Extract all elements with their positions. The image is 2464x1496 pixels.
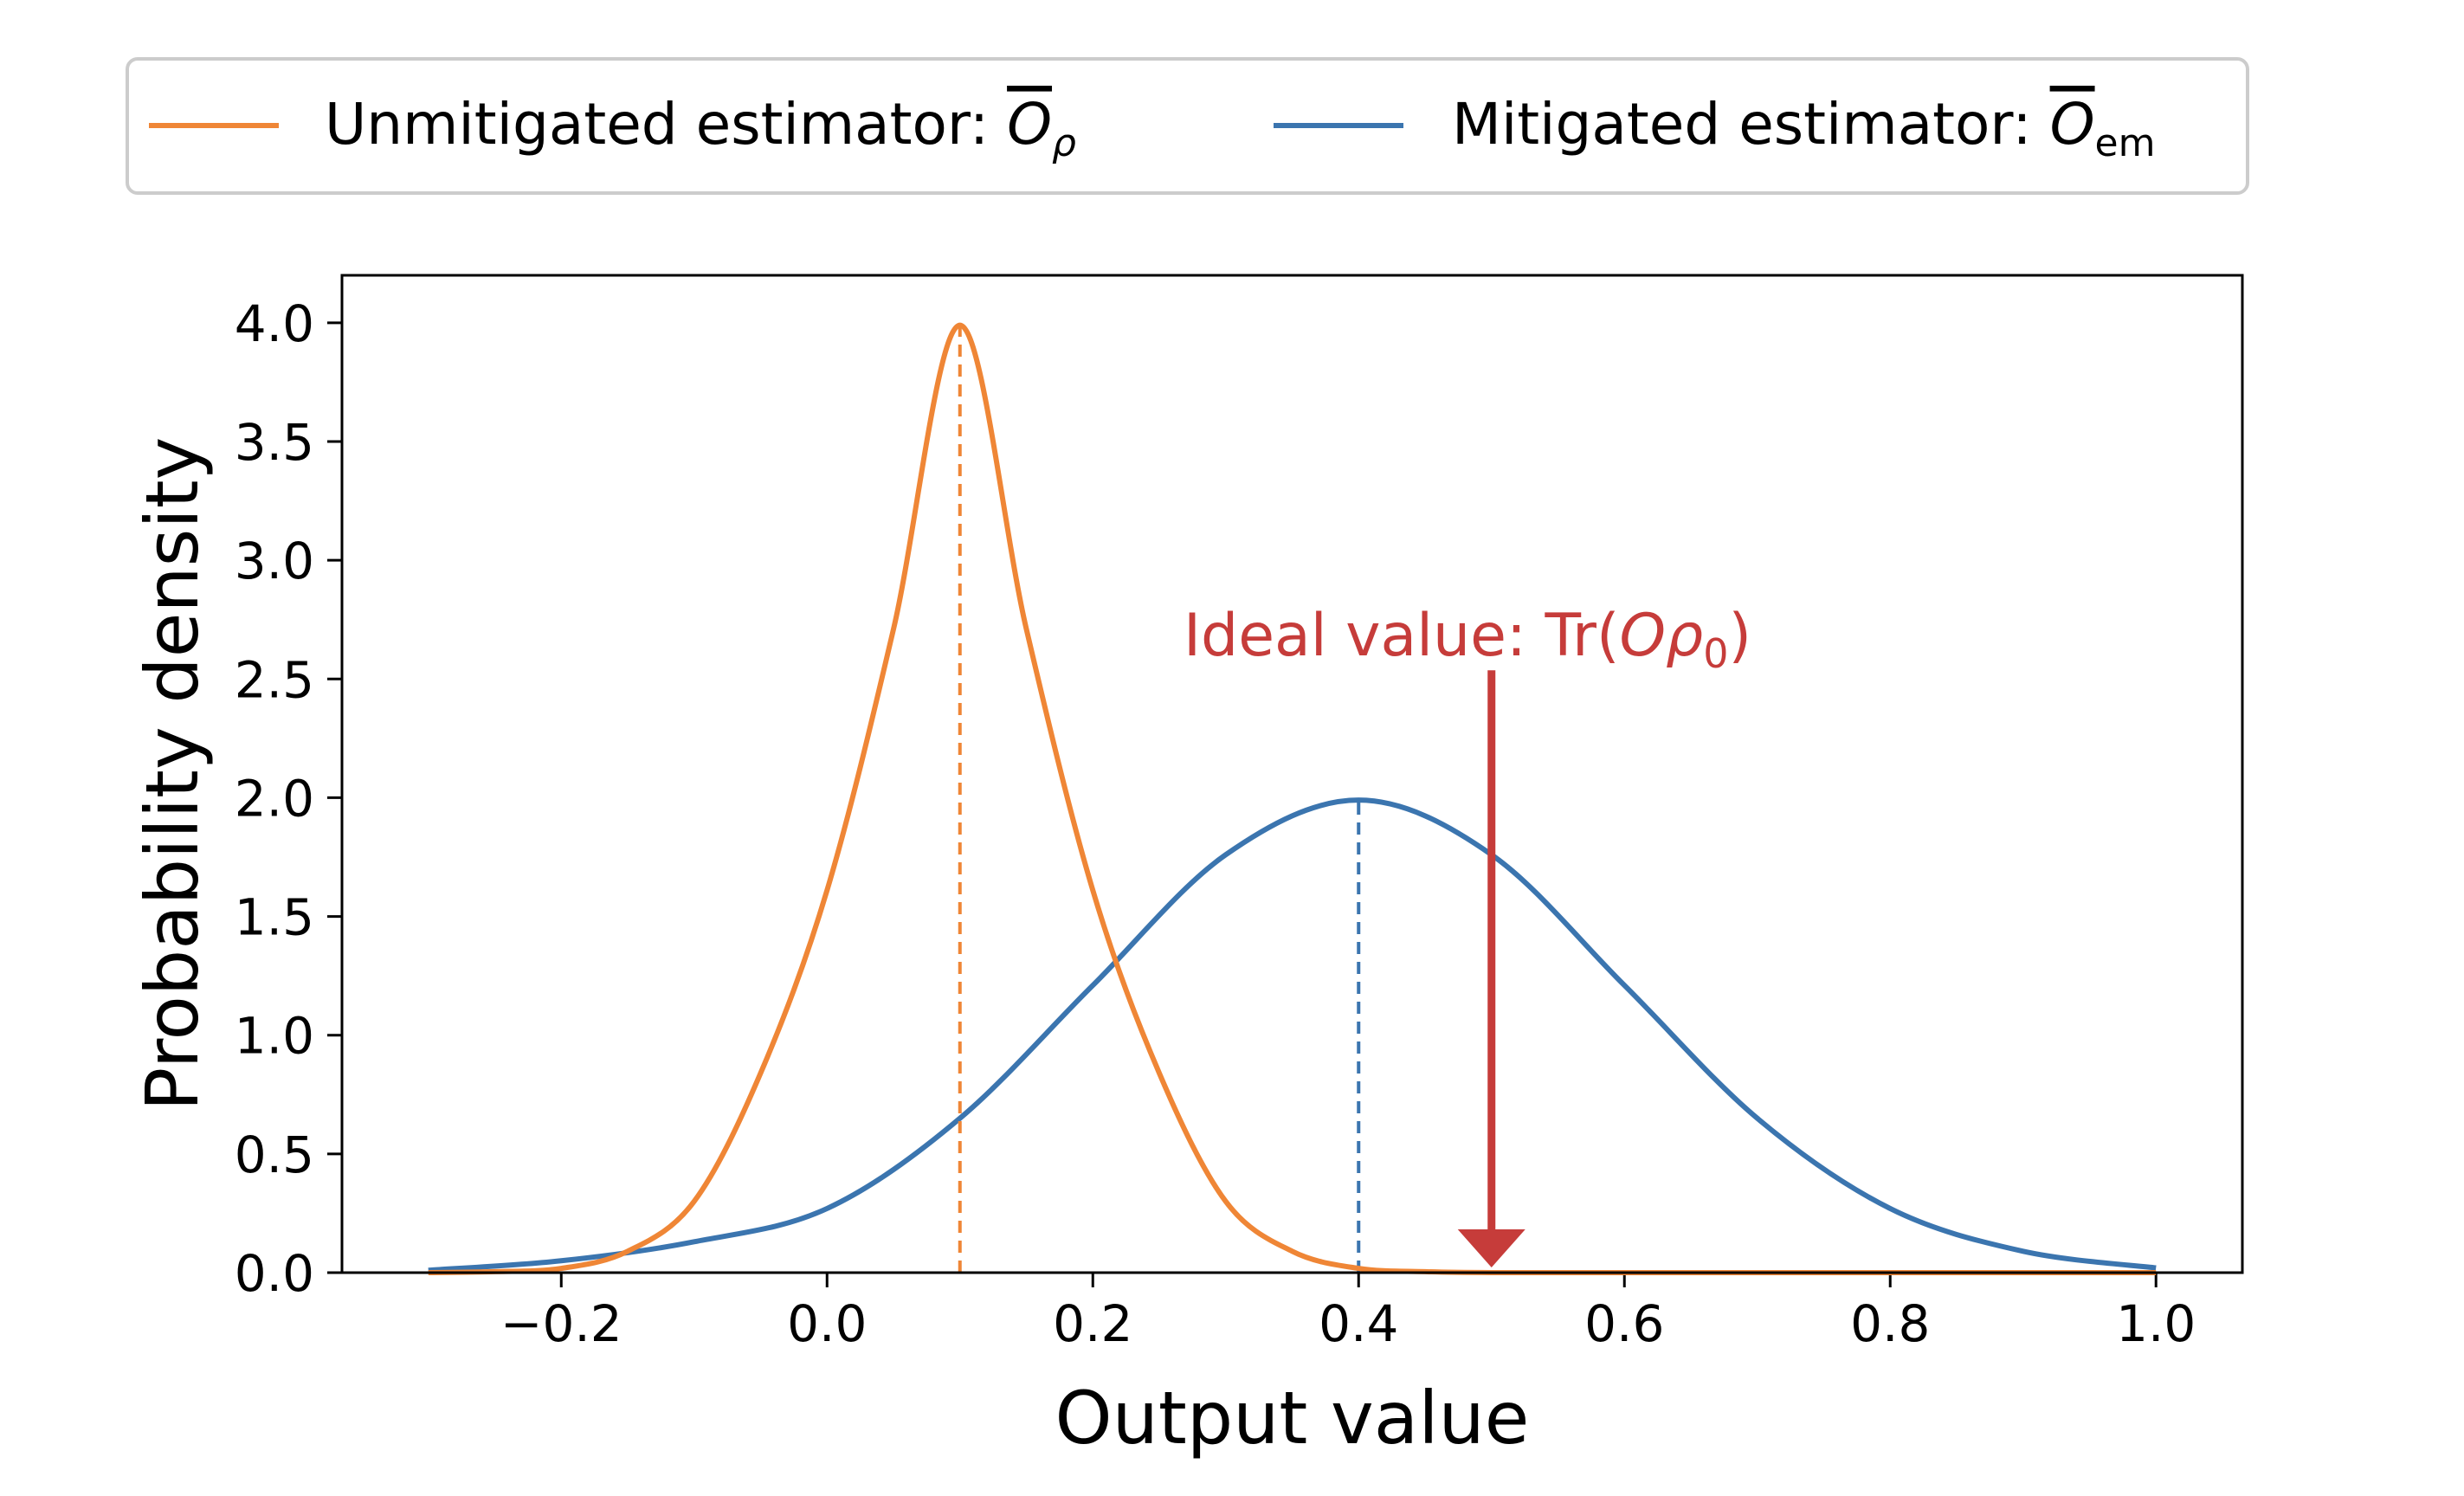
y-tick-label: 1.5 <box>235 888 314 947</box>
x-tick-label: 0.0 <box>787 1294 867 1353</box>
x-axis-label: Output value <box>1055 1376 1530 1461</box>
axis-ticks: −0.2 0.0 0.2 0.4 0.6 0.8 1.0 0.0 0.5 1.0 1.5 2.0 2.5… <box>235 294 2196 1353</box>
legend-label-symbol: O <box>2050 91 2095 158</box>
x-tick-label: 0.2 <box>1053 1294 1132 1353</box>
y-tick-label: 0.5 <box>235 1125 314 1184</box>
legend-label-subscript: ρ <box>1052 121 1076 165</box>
ideal-value-arrow-head <box>1457 1229 1525 1267</box>
legend-entry-mitigated: Mitigated estimator: Oem <box>1274 91 2155 165</box>
x-tick-label: 0.8 <box>1850 1294 1930 1353</box>
legend-entry-unmitigated: Unmitigated estimator: Oρ <box>149 91 1076 165</box>
ideal-value-label-prefix: Ideal value: Tr( <box>1184 602 1620 670</box>
legend-box <box>126 57 2249 195</box>
legend-label-subscript: em <box>2095 121 2156 165</box>
plot-frame <box>340 274 2244 1274</box>
ideal-value-label-symbol: Oρ <box>1620 602 1704 670</box>
y-tick-label: 2.5 <box>235 650 314 709</box>
series-layer <box>428 322 2157 1276</box>
ideal-value-label: Ideal value: Tr(Oρ0) <box>1184 602 1751 677</box>
unmitigated-density-curve <box>428 322 2157 1276</box>
x-tick-label: 0.4 <box>1319 1294 1398 1353</box>
x-tick-label: 0.6 <box>1584 1294 1664 1353</box>
mitigated-density-curve <box>428 797 2157 1274</box>
y-tick-label: 2.0 <box>235 769 314 828</box>
legend-label-text: Unmitigated estimator: <box>325 91 1007 158</box>
y-axis-label: Probability density <box>130 437 215 1112</box>
x-tick-label: 1.0 <box>2116 1294 2196 1353</box>
ideal-value-label-subscript: 0 <box>1703 630 1728 677</box>
y-tick-label: 1.0 <box>235 1007 314 1066</box>
ideal-value-label-suffix: ) <box>1729 602 1752 670</box>
legend-label-text: Mitigated estimator: <box>1452 91 2050 158</box>
legend: Unmitigated estimator: Oρ Mitigated estim… <box>126 57 2249 195</box>
legend-label: Mitigated estimator: Oem <box>1452 91 2155 165</box>
legend-label-symbol: O <box>1007 91 1052 158</box>
legend-label: Unmitigated estimator: Oρ <box>325 91 1076 165</box>
y-tick-label: 4.0 <box>235 294 314 353</box>
y-tick-label: 3.5 <box>235 413 314 472</box>
y-tick-label: 0.0 <box>235 1244 314 1303</box>
annotation-layer: Ideal value: Tr(Oρ0) <box>1184 602 1751 1267</box>
y-tick-label: 3.0 <box>235 532 314 590</box>
x-tick-label: −0.2 <box>500 1294 622 1353</box>
